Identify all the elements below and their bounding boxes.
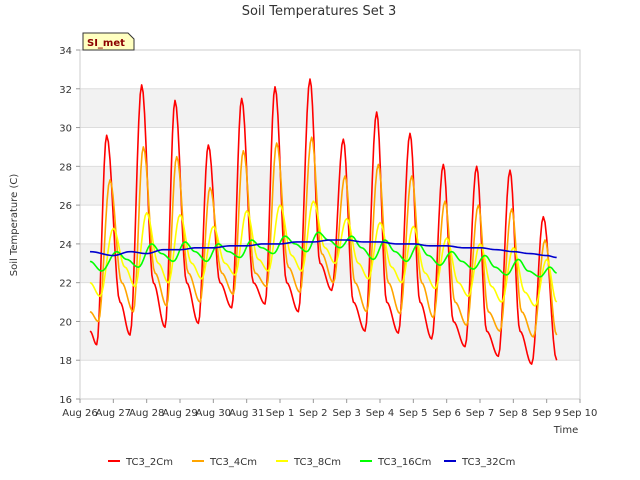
y-tick-label: 28 — [59, 162, 72, 173]
x-axis-label: Time — [553, 425, 578, 436]
x-tick-label: Aug 31 — [229, 408, 264, 419]
y-tick-label: 32 — [59, 85, 72, 96]
x-tick-label: Sep 10 — [563, 408, 598, 419]
legend-label: TC3_16Cm — [377, 457, 431, 468]
x-tick-label: Sep 8 — [499, 408, 527, 419]
plot-band — [80, 166, 580, 206]
y-axis-label: Soil Temperature (C) — [9, 174, 20, 277]
legend-label: TC3_32Cm — [461, 457, 515, 468]
series-line-tc3-32cm — [89, 239, 557, 259]
y-tick-label: 20 — [59, 317, 72, 328]
series-line-tc3-4cm — [89, 136, 558, 338]
legend-label: TC3_4Cm — [209, 457, 257, 468]
y-tick-label: 24 — [59, 240, 72, 251]
x-tick-label: Aug 26 — [62, 408, 97, 419]
chart-title: Soil Temperatures Set 3 — [242, 4, 397, 19]
y-tick-label: 18 — [59, 356, 72, 367]
y-tick-label: 26 — [59, 201, 72, 212]
y-tick-label: 16 — [59, 395, 72, 406]
x-tick-label: Aug 28 — [129, 408, 164, 419]
x-tick-label: Sep 7 — [466, 408, 494, 419]
x-tick-label: Sep 5 — [399, 408, 427, 419]
legend-label: TC3_2Cm — [125, 457, 173, 468]
plot-area-border — [79, 49, 581, 400]
x-tick-label: Sep 2 — [299, 408, 327, 419]
x-tick-label: Aug 27 — [96, 408, 131, 419]
series-line-tc3-2cm — [89, 78, 558, 365]
x-tick-label: Sep 6 — [432, 408, 460, 419]
x-tick-label: Sep 1 — [266, 408, 294, 419]
y-tick-label: 30 — [59, 124, 72, 135]
plot-band — [80, 321, 580, 361]
x-tick-label: Sep 3 — [332, 408, 360, 419]
site-badge-box — [82, 32, 135, 51]
y-tick-label: 34 — [59, 46, 72, 57]
x-tick-label: Sep 4 — [366, 408, 394, 419]
y-tick-label: 22 — [59, 279, 72, 290]
legend: TC3_2Cm TC3_4Cm TC3_8Cm TC3_16Cm TC3_32Cm — [108, 457, 515, 468]
site-badge: SI_met — [82, 32, 135, 51]
legend-label: TC3_8Cm — [293, 457, 341, 468]
y-axis-ticks: 16 18 20 22 24 26 28 30 32 34 — [59, 46, 80, 406]
x-tick-label: Aug 29 — [162, 408, 197, 419]
site-badge-label: SI_met — [87, 38, 125, 49]
series-layer — [89, 78, 558, 365]
x-tick-label: Sep 9 — [532, 408, 560, 419]
plot-band — [80, 88, 580, 128]
x-tick-label: Aug 30 — [196, 408, 231, 419]
series-line-tc3-8cm — [89, 200, 558, 307]
